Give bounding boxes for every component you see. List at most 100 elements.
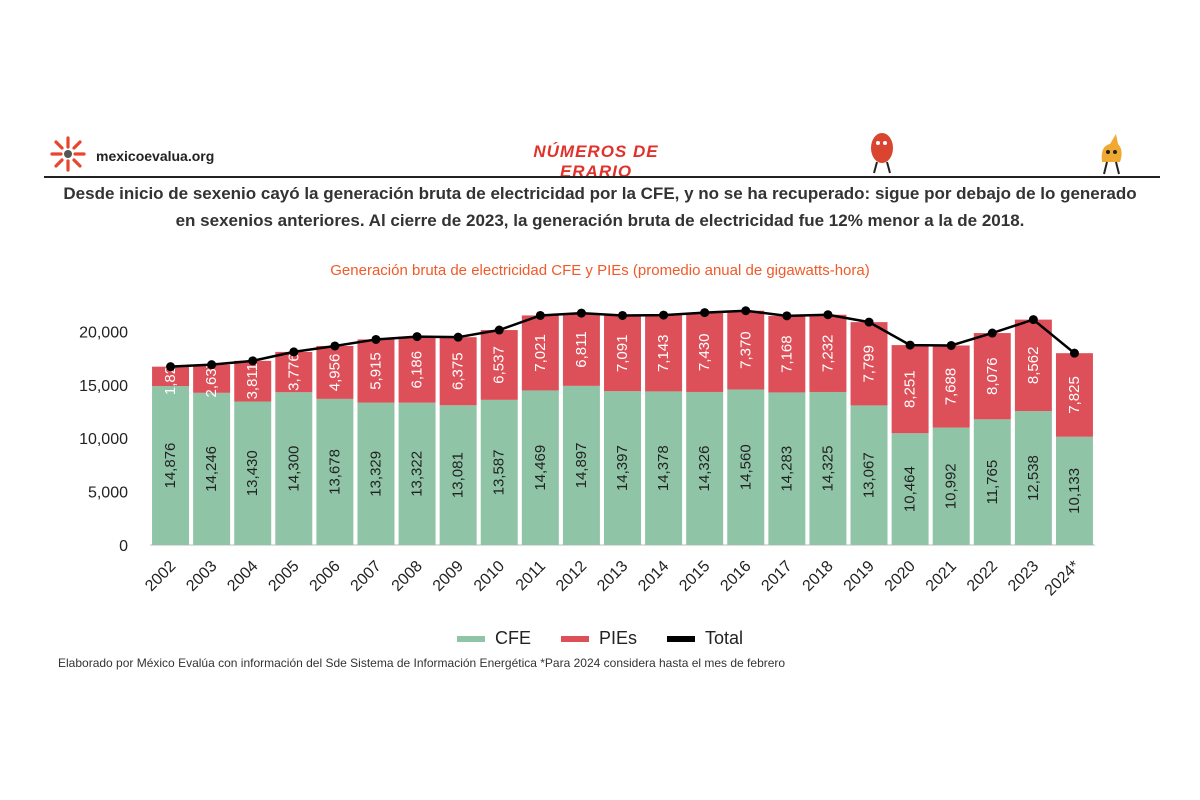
chart-subtitle: Desde inicio de sexenio cayó la generaci… <box>63 184 1137 230</box>
data-label-pies: 5,915 <box>367 352 384 390</box>
x-tick-label: 2021 <box>923 558 960 595</box>
bar-cfe <box>891 433 929 545</box>
total-point <box>207 360 217 370</box>
y-tick-label: 10,000 <box>79 431 128 448</box>
data-label-cfe: 14,325 <box>819 446 836 492</box>
data-label-pies: 7,688 <box>943 368 960 406</box>
data-label-cfe: 14,378 <box>655 445 672 491</box>
bar-cfe <box>480 399 518 545</box>
bar-cfe <box>686 391 724 545</box>
bar-pies <box>973 333 1011 420</box>
data-label-cfe: 14,300 <box>285 446 302 492</box>
data-label-pies: 2,637 <box>203 360 220 398</box>
total-point <box>700 308 710 318</box>
x-tick-label: 2007 <box>348 558 385 595</box>
header: mexicoevalua.org NÚMEROS DE ERARIO <box>44 128 1160 184</box>
x-tick-label: 2010 <box>471 558 508 595</box>
bar-pies <box>562 313 600 386</box>
bar-cfe <box>357 402 395 545</box>
data-label-pies: 3,811 <box>244 363 261 399</box>
bar-cfe <box>727 389 765 545</box>
total-point <box>576 308 586 318</box>
data-label-cfe: 14,897 <box>573 442 590 488</box>
data-label-cfe: 14,326 <box>696 446 713 492</box>
x-tick-label: 2023 <box>1005 558 1042 595</box>
data-label-pies: 7,799 <box>861 345 878 383</box>
x-tick-label: 2013 <box>594 558 631 595</box>
bar-pies <box>727 310 765 390</box>
x-tick-label: 2015 <box>676 558 713 595</box>
bar-pies <box>193 364 231 393</box>
bar-pies <box>932 345 970 428</box>
total-point <box>659 310 669 320</box>
x-tick-label: 2012 <box>553 558 590 595</box>
bar-cfe <box>973 419 1011 545</box>
bar-cfe <box>316 398 354 545</box>
data-label-cfe: 14,246 <box>203 446 220 492</box>
data-label-pies: 8,562 <box>1025 347 1042 385</box>
x-tick-label: 2005 <box>265 558 302 595</box>
data-label-pies: 8,076 <box>984 357 1001 395</box>
bar-cfe <box>645 391 683 545</box>
x-tick-label: 2008 <box>389 558 426 595</box>
source-footnote: Elaborado por México Evalúa con informac… <box>58 656 786 670</box>
bar-pies <box>398 336 436 403</box>
legend-item-pies: PIEs <box>560 628 637 649</box>
data-label-pies: 6,811 <box>573 331 590 367</box>
total-point <box>371 334 381 344</box>
total-point <box>289 347 299 357</box>
total-point <box>1028 315 1038 325</box>
data-label-pies: 7,143 <box>655 334 672 372</box>
bar-cfe <box>439 405 477 545</box>
total-point <box>782 311 792 321</box>
bar-pies <box>645 315 683 392</box>
legend-label-pies: PIEs <box>598 628 637 648</box>
bar-cfe <box>152 386 190 545</box>
bar-pies <box>480 330 518 400</box>
bar-pies <box>686 312 724 392</box>
data-label-cfe: 14,283 <box>778 446 795 492</box>
legend-label-cfe: CFE <box>494 628 531 648</box>
data-label-cfe: 13,430 <box>244 450 261 496</box>
total-point <box>864 317 874 327</box>
chart-legend: CFE PIEs Total <box>0 628 1200 649</box>
x-tick-label: 2018 <box>800 558 837 595</box>
data-label-cfe: 10,992 <box>943 463 960 509</box>
y-tick-label: 5,000 <box>88 485 128 502</box>
bar-pies <box>357 339 395 403</box>
bar-cfe <box>809 391 847 545</box>
data-label-pies: 7,825 <box>1066 376 1083 414</box>
data-label-pies: 7,370 <box>737 331 754 369</box>
mexicoevalua-star-icon <box>50 136 86 172</box>
x-tick-label: 2003 <box>183 558 220 595</box>
data-label-cfe: 13,329 <box>367 451 384 497</box>
total-point <box>946 340 956 350</box>
bar-pies <box>1055 353 1093 437</box>
brand-logo: NÚMEROS DE ERARIO <box>506 138 686 181</box>
total-point <box>494 325 504 335</box>
total-point <box>741 306 751 316</box>
bar-pies <box>604 315 641 392</box>
data-label-cfe: 13,067 <box>861 452 878 498</box>
data-label-cfe: 13,587 <box>491 449 508 495</box>
data-label-pies: 8,251 <box>902 370 919 408</box>
orange-mascot-icon <box>1101 134 1122 175</box>
bar-cfe <box>398 402 436 545</box>
total-point <box>330 341 340 351</box>
data-label-pies: 3,776 <box>285 353 302 391</box>
data-label-cfe: 14,560 <box>737 444 754 490</box>
bar-pies <box>850 322 888 406</box>
bar-pies <box>1014 319 1052 412</box>
x-tick-label: 2022 <box>964 558 1001 595</box>
bar-pies <box>521 315 559 391</box>
bar-cfe <box>1055 436 1093 545</box>
bar-cfe <box>932 427 970 545</box>
x-tick-label: 2014 <box>635 558 672 595</box>
logo-text: mexicoevalua.org <box>96 148 215 164</box>
total-point <box>823 310 833 320</box>
data-label-cfe: 11,765 <box>984 460 1001 505</box>
bar-pies <box>152 366 190 387</box>
bar-cfe <box>275 392 313 545</box>
legend-item-total: Total <box>666 628 743 649</box>
bar-cfe <box>193 392 231 545</box>
